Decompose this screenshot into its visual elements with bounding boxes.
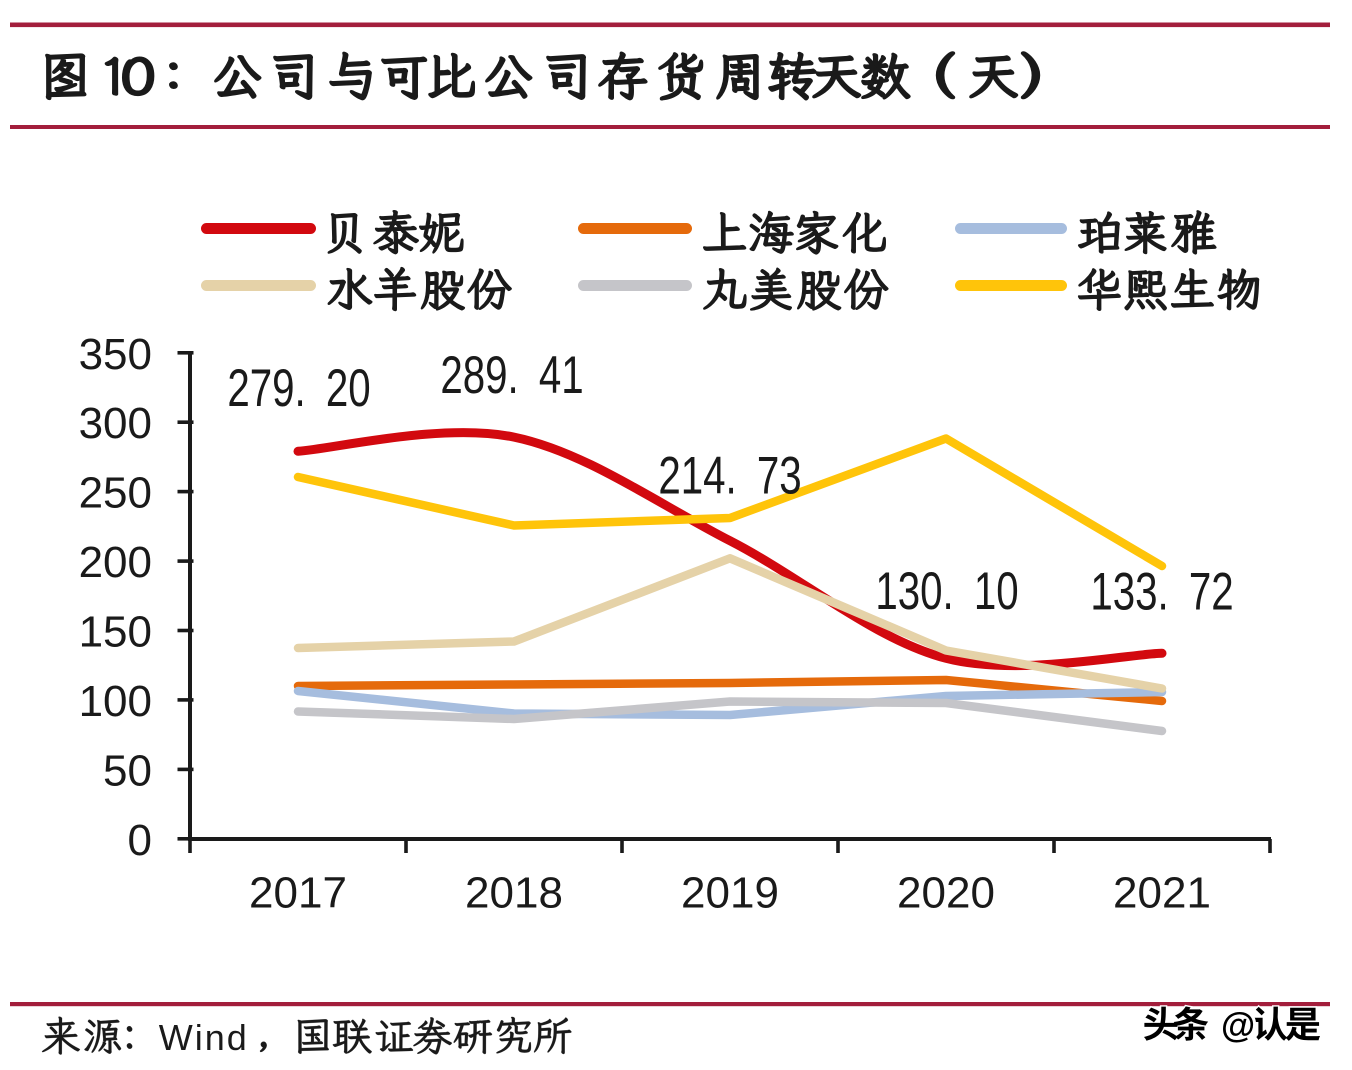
svg-text:214. 73: 214. 73 <box>658 445 801 505</box>
svg-text:Wind: Wind <box>159 1017 249 1058</box>
svg-text:100: 100 <box>79 677 152 726</box>
svg-text:133. 72: 133. 72 <box>1090 561 1233 621</box>
svg-text:200: 200 <box>79 538 152 587</box>
svg-text:279. 20: 279. 20 <box>227 357 370 417</box>
svg-text:2020: 2020 <box>897 869 995 918</box>
svg-text:289. 41: 289. 41 <box>440 344 583 404</box>
svg-text:2017: 2017 <box>249 869 347 918</box>
svg-text:2018: 2018 <box>465 869 563 918</box>
svg-text:130. 10: 130. 10 <box>875 560 1018 620</box>
svg-text:2019: 2019 <box>681 869 779 918</box>
svg-text:300: 300 <box>79 399 152 448</box>
svg-text:2021: 2021 <box>1113 869 1211 918</box>
svg-text:350: 350 <box>79 330 152 379</box>
svg-text:50: 50 <box>103 746 152 795</box>
svg-text:250: 250 <box>79 469 152 518</box>
svg-text:150: 150 <box>79 608 152 657</box>
svg-text:0: 0 <box>128 816 152 865</box>
svg-text:@: @ <box>1221 1006 1255 1045</box>
